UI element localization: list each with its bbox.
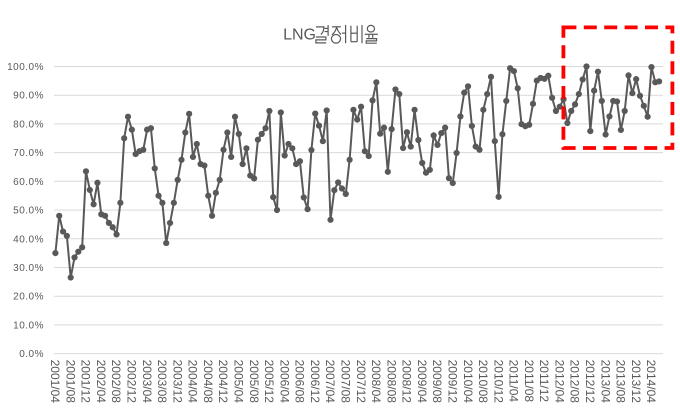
svg-text:2008/04: 2008/04 (369, 360, 383, 404)
svg-text:2006/08: 2006/08 (293, 360, 307, 404)
svg-text:2013/04: 2013/04 (598, 360, 612, 404)
svg-text:2004/08: 2004/08 (201, 360, 215, 404)
svg-text:90.0%: 90.0% (13, 91, 44, 102)
svg-text:2002/12: 2002/12 (125, 360, 139, 404)
svg-text:2013/12: 2013/12 (629, 360, 643, 404)
svg-text:2012/08: 2012/08 (568, 360, 582, 404)
svg-text:2005/12: 2005/12 (262, 360, 276, 404)
svg-text:2002/08: 2002/08 (109, 360, 123, 404)
svg-text:0.0%: 0.0% (19, 349, 44, 360)
svg-text:2010/04: 2010/04 (461, 360, 475, 404)
svg-text:2008/08: 2008/08 (384, 360, 398, 404)
svg-text:2010/08: 2010/08 (476, 360, 490, 404)
svg-text:2009/12: 2009/12 (445, 360, 459, 404)
svg-text:10.0%: 10.0% (13, 320, 44, 331)
svg-text:100.0%: 100.0% (7, 62, 44, 73)
svg-text:2006/12: 2006/12 (308, 360, 322, 404)
svg-text:2003/12: 2003/12 (170, 360, 184, 404)
svg-text:2007/04: 2007/04 (323, 360, 337, 404)
svg-text:2001/04: 2001/04 (48, 360, 62, 404)
svg-text:2002/04: 2002/04 (94, 360, 108, 404)
svg-text:2007/12: 2007/12 (354, 360, 368, 404)
svg-text:2003/08: 2003/08 (155, 360, 169, 404)
svg-text:2001/08: 2001/08 (63, 360, 77, 404)
svg-text:2013/08: 2013/08 (614, 360, 628, 404)
svg-text:2010/12: 2010/12 (491, 360, 505, 404)
svg-text:2012/04: 2012/04 (552, 360, 566, 404)
svg-text:20.0%: 20.0% (13, 292, 44, 303)
svg-text:2008/12: 2008/12 (400, 360, 414, 404)
svg-text:2004/04: 2004/04 (186, 360, 200, 404)
svg-text:2006/04: 2006/04 (277, 360, 291, 404)
svg-text:2004/12: 2004/12 (216, 360, 230, 404)
svg-text:2005/04: 2005/04 (232, 360, 246, 404)
svg-text:2011/04: 2011/04 (507, 360, 521, 403)
svg-text:80.0%: 80.0% (13, 119, 44, 130)
svg-text:30.0%: 30.0% (13, 263, 44, 274)
svg-text:2011/08: 2011/08 (522, 360, 536, 403)
svg-text:2014/04: 2014/04 (644, 360, 658, 404)
svg-text:2009/08: 2009/08 (430, 360, 444, 404)
svg-text:LNG: LNG (283, 27, 316, 44)
svg-text:2007/08: 2007/08 (338, 360, 352, 404)
svg-text:2005/08: 2005/08 (247, 360, 261, 404)
svg-text:2003/04: 2003/04 (140, 360, 154, 404)
svg-text:2009/04: 2009/04 (415, 360, 429, 404)
svg-text:50.0%: 50.0% (13, 206, 44, 217)
svg-text:60.0%: 60.0% (13, 177, 44, 188)
svg-text:40.0%: 40.0% (13, 234, 44, 245)
svg-text:2011/12: 2011/12 (537, 360, 551, 403)
svg-text:70.0%: 70.0% (13, 148, 44, 159)
svg-text:2012/12: 2012/12 (583, 360, 597, 404)
svg-text:2001/12: 2001/12 (79, 360, 93, 404)
